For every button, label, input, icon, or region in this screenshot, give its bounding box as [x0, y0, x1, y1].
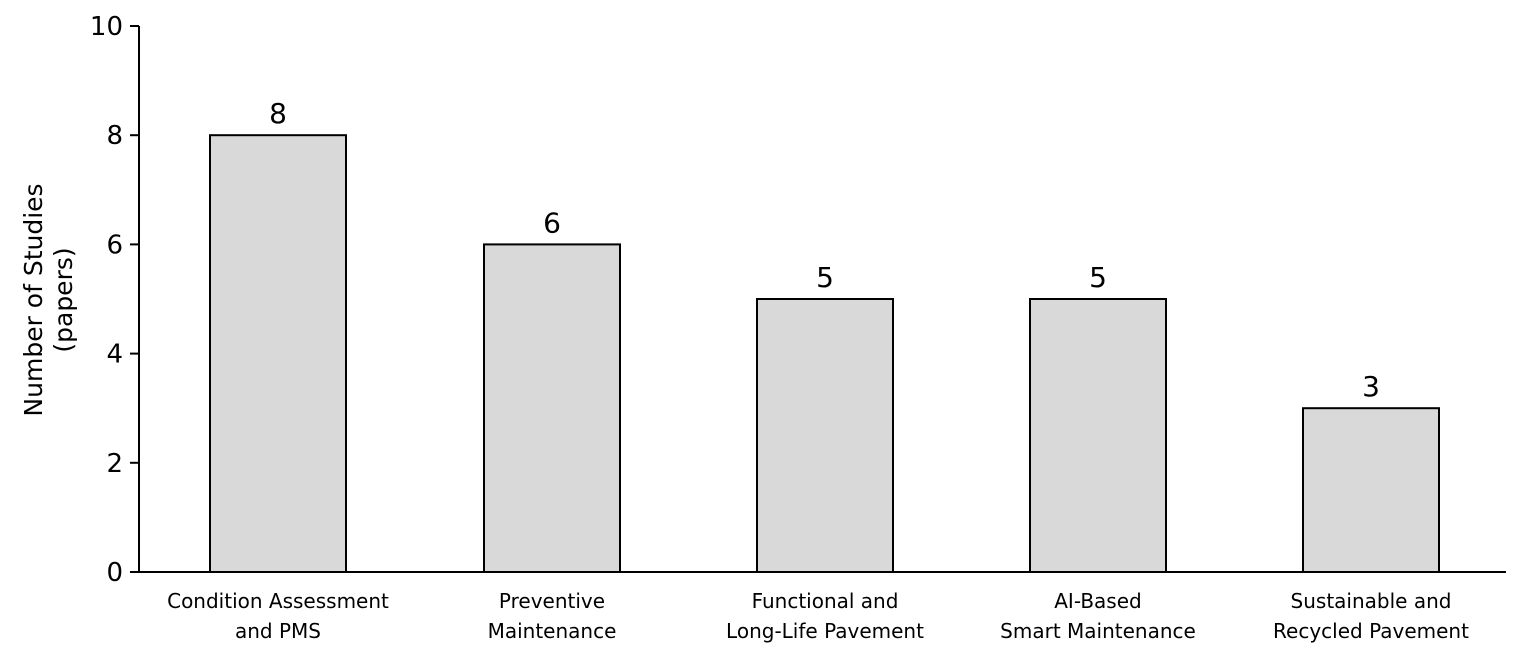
bar-value-label: 5 — [1089, 261, 1107, 294]
data-labels: 8 6 5 5 3 — [269, 97, 1380, 403]
y-tick-label: 0 — [106, 558, 123, 588]
x-category-label: Functional and — [752, 589, 899, 613]
bar-value-label: 3 — [1362, 370, 1380, 403]
y-tick-label: 8 — [106, 121, 123, 151]
x-category-label: Preventive — [499, 589, 605, 613]
x-category-label: Long-Life Pavement — [726, 619, 924, 643]
y-tick-label: 10 — [90, 12, 123, 42]
y-axis-title-line-1: Number of Studies — [19, 183, 48, 416]
x-category-label: Recycled Pavement — [1273, 619, 1469, 643]
bar — [209, 134, 347, 573]
y-axis-title-line-2: (papers) — [49, 247, 78, 352]
y-tick-label: 6 — [106, 230, 123, 260]
bar — [1302, 407, 1440, 574]
bar-value-label: 5 — [816, 261, 834, 294]
x-category-label: Smart Maintenance — [1000, 619, 1196, 643]
x-category-label: AI-Based — [1054, 589, 1141, 613]
y-tick-label: 2 — [106, 449, 123, 479]
bar — [756, 298, 894, 573]
x-category-label: Maintenance — [488, 619, 617, 643]
x-axis-labels: Condition Assessment and PMS Preventive Mai… — [167, 589, 1469, 643]
bars — [209, 134, 1440, 574]
y-axis-ticks: 0 2 4 6 8 10 — [90, 12, 139, 588]
bar-value-label: 6 — [543, 206, 561, 239]
x-category-label: and PMS — [235, 619, 321, 643]
y-tick-label: 4 — [106, 340, 123, 370]
bar — [483, 243, 621, 573]
y-axis-title: Number of Studies (papers) — [19, 183, 78, 416]
bar — [1029, 298, 1167, 573]
bar-value-label: 8 — [269, 97, 287, 130]
x-category-label: Condition Assessment — [167, 589, 389, 613]
x-category-label: Sustainable and — [1291, 589, 1452, 613]
